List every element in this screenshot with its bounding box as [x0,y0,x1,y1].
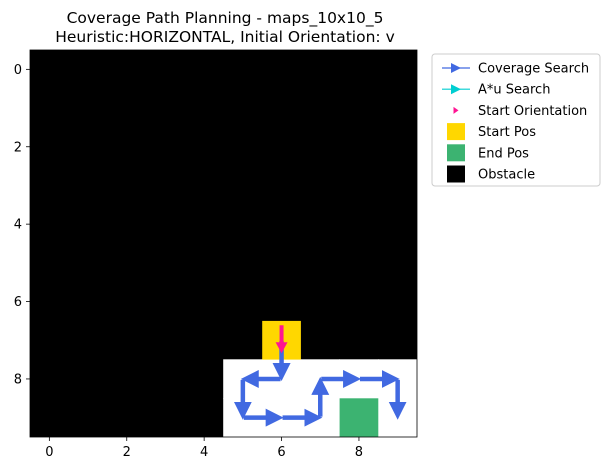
legend-label: A*u Search [478,83,550,98]
y-tick-label: 8 [14,372,22,387]
x-tick-label: 8 [355,445,363,460]
x-tick-label: 4 [200,445,208,460]
map-plot-area [30,50,418,438]
legend-triangle-icon [453,106,459,114]
start-orientation-arrow [275,342,288,354]
x-tick-label: 6 [277,445,285,460]
legend-frame [431,53,601,187]
legend-square-icon [447,144,465,162]
legend-square-icon [447,165,465,183]
axes-frame [29,49,418,438]
legend-item-a-u-search: A*u Search [442,83,550,98]
legend-arrow-icon [451,63,461,73]
legend-item-start-pos: Start Pos [447,123,536,141]
legend-label: Start Orientation [478,104,587,119]
legend: Coverage Search A*u Search Start Orientati… [431,53,601,187]
legend-item-coverage-search: Coverage Search [442,62,589,77]
legend-item-end-pos: End Pos [447,144,529,162]
legend-label: Coverage Search [478,62,589,77]
y-tick-label: 2 [14,140,22,155]
y-tick-label: 0 [14,63,22,78]
legend-label: End Pos [478,146,529,161]
end-pos-cell [339,398,379,437]
x-tick-label: 0 [45,445,53,460]
axes: 0 2 4 6 8 0 2 4 6 8 [14,49,418,460]
y-tick-label: 6 [14,295,22,310]
legend-label: Start Pos [478,125,536,140]
legend-label: Obstacle [478,168,535,183]
legend-item-start-orientation: Start Orientation [453,104,587,119]
legend-arrow-icon [451,84,461,95]
chart-title: Coverage Path Planning - maps_10x10_5 [67,9,384,28]
x-tick-label: 2 [123,445,131,460]
y-tick-label: 4 [14,218,22,233]
legend-item-obstacle: Obstacle [447,165,535,183]
chart-subtitle: Heuristic:HORIZONTAL, Initial Orientatio… [55,28,395,46]
legend-square-icon [447,123,465,141]
